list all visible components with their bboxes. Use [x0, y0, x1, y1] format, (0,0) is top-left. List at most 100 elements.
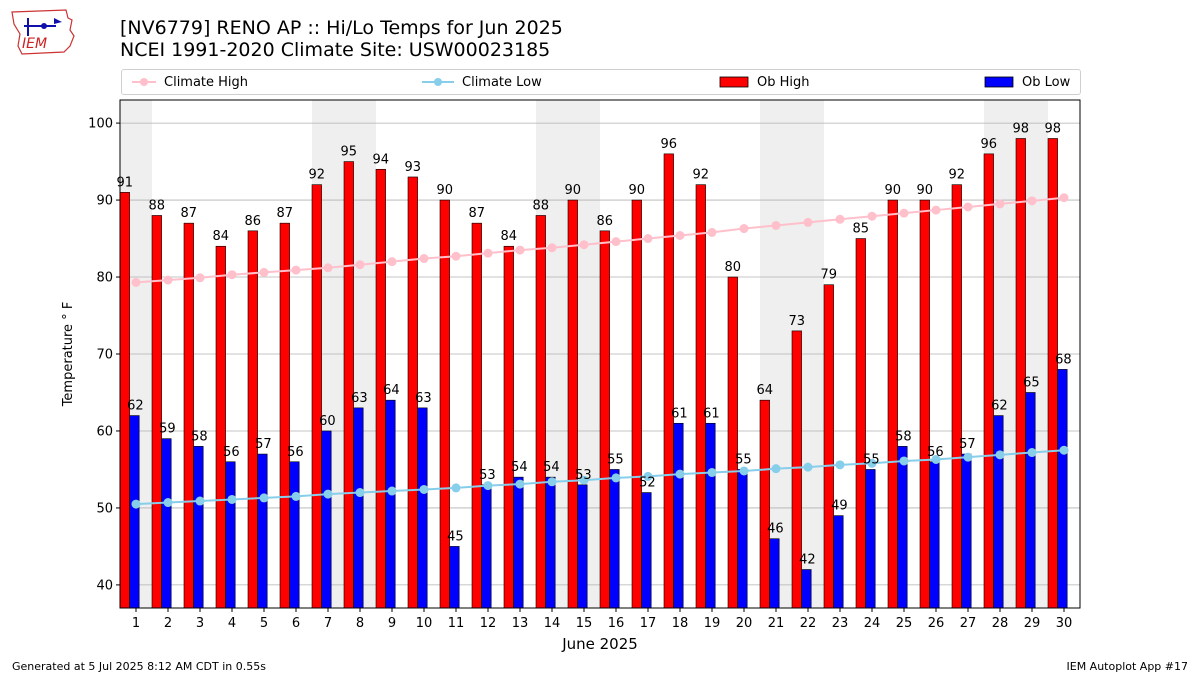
x-tick-label-19: 19 [704, 616, 721, 631]
ob-low-bar-24 [865, 469, 876, 609]
climate-high-point-10 [419, 254, 429, 264]
climate-high-point-23 [835, 214, 845, 224]
ob-high-label-8: 95 [341, 145, 358, 160]
ob-low-label-19: 61 [703, 406, 720, 421]
climate-high-point-26 [931, 205, 941, 215]
ob-low-bar-22 [801, 569, 812, 609]
ob-low-bar-17 [641, 492, 652, 609]
x-tick-label-11: 11 [448, 616, 465, 631]
ob-low-label-16: 55 [607, 452, 624, 467]
ob-low-label-12: 53 [479, 468, 496, 483]
y-tick-label-40: 40 [96, 578, 113, 593]
climate-high-point-27 [963, 202, 973, 212]
climate-high-point-7 [323, 263, 333, 273]
app-note: IEM Autoplot App #17 [1066, 660, 1189, 673]
ob-high-bar-28 [983, 153, 994, 609]
climate-lines [131, 193, 1069, 509]
ob-low-label-15: 53 [575, 468, 592, 483]
x-tick-label-17: 17 [640, 616, 657, 631]
climate-low-point-24 [867, 458, 877, 468]
climate-high-point-1 [131, 277, 141, 287]
x-tick-label-12: 12 [480, 616, 497, 631]
y-tick-label-70: 70 [96, 348, 113, 363]
ob-high-bar-19 [695, 184, 706, 609]
climate-high-point-19 [707, 227, 717, 237]
ob-high-label-17: 90 [629, 183, 646, 198]
climate-high-point-22 [803, 217, 813, 227]
data-labels: 91 62 88 59 87 58 84 56 86 57 87 56 92 60 95 63 94 64 93 63… [117, 121, 1072, 567]
climate-low-point-6 [291, 491, 301, 501]
iem-logo: IEM [11, 9, 75, 55]
ob-low-bar-19 [705, 422, 716, 609]
climate-low-point-8 [355, 488, 365, 498]
climate-low-point-28 [995, 450, 1005, 460]
legend-climate-low: Climate Low [422, 70, 542, 94]
x-tick-label-2: 2 [164, 616, 172, 631]
climate-high-point-29 [1027, 196, 1037, 206]
climate-low-point-20 [739, 466, 749, 476]
ob-high-bar-6 [279, 222, 290, 609]
ob-high-label-1: 91 [117, 175, 134, 190]
ob-high-label-2: 88 [149, 198, 166, 213]
ob-high-label-6: 87 [277, 206, 294, 221]
ob-low-label-4: 56 [223, 445, 240, 460]
climate-high-point-14 [547, 243, 557, 253]
ob-low-bar-20 [737, 469, 748, 609]
x-tick-label-23: 23 [832, 616, 849, 631]
climate-high-point-24 [867, 211, 877, 221]
ob-high-bar-7 [311, 184, 322, 609]
x-tick-label-14: 14 [544, 616, 561, 631]
climate-high-point-21 [771, 220, 781, 230]
climate-high-point-30 [1059, 193, 1069, 203]
legend-ob-low-label: Ob Low [1022, 74, 1071, 90]
climate-low-point-19 [707, 468, 717, 478]
ob-high-bar-17 [631, 199, 642, 609]
ob-high-bar-18 [663, 153, 674, 609]
climate-high-line [135, 196, 1065, 284]
legend-climate-high-label: Climate High [164, 74, 249, 90]
ob-low-label-6: 56 [287, 445, 304, 460]
ob-low-label-5: 57 [255, 437, 272, 452]
climate-high-point-17 [643, 234, 653, 244]
climate-low-point-11 [451, 483, 461, 493]
ob-high-label-12: 87 [469, 206, 486, 221]
ob-high-bar-25 [887, 199, 898, 609]
x-tick-label-10: 10 [416, 616, 433, 631]
x-tick-label-9: 9 [388, 616, 396, 631]
ob-high-bar-27 [951, 184, 962, 609]
x-tick-label-26: 26 [928, 616, 945, 631]
climate-low-point-29 [1027, 448, 1037, 458]
ob-low-bar-4 [225, 461, 236, 609]
ob-low-label-3: 58 [191, 429, 208, 444]
climate-high-point-16 [611, 237, 621, 247]
ob-high-label-13: 84 [501, 229, 518, 244]
ob-low-label-29: 65 [1023, 375, 1040, 390]
climate-low-point-23 [835, 460, 845, 470]
climate-high-point-8 [355, 260, 365, 270]
ob-low-bar-2 [161, 438, 172, 609]
ob-low-label-11: 45 [447, 529, 464, 544]
ob-high-bar-30 [1047, 138, 1058, 609]
climate-high-point-2 [163, 275, 173, 285]
ob-high-label-15: 90 [565, 183, 582, 198]
ob-high-bar-14 [535, 215, 546, 609]
ob-high-bar-2 [151, 215, 162, 609]
ob-low-bar-29 [1025, 392, 1036, 609]
x-tick-label-5: 5 [260, 616, 268, 631]
ob-high-label-25: 90 [885, 183, 902, 198]
ob-low-label-21: 46 [767, 522, 784, 537]
ob-high-label-24: 85 [853, 222, 870, 237]
generated-note: Generated at 5 Jul 2025 8:12 AM CDT in 0… [12, 660, 266, 673]
climate-low-point-10 [419, 484, 429, 494]
chart-legend: Climate High Climate Low Ob High Ob Low [121, 69, 1081, 95]
ob-high-label-27: 92 [949, 168, 966, 183]
ob-low-bar-28 [993, 415, 1004, 609]
ob-low-bar-6 [289, 461, 300, 609]
ob-low-bar-18 [673, 422, 684, 609]
ob-high-label-20: 80 [725, 260, 742, 275]
ob-high-label-23: 79 [821, 268, 838, 283]
climate-high-point-3 [195, 273, 205, 283]
ob-low-bar-12 [481, 484, 492, 609]
y-tick-label-80: 80 [96, 271, 113, 286]
